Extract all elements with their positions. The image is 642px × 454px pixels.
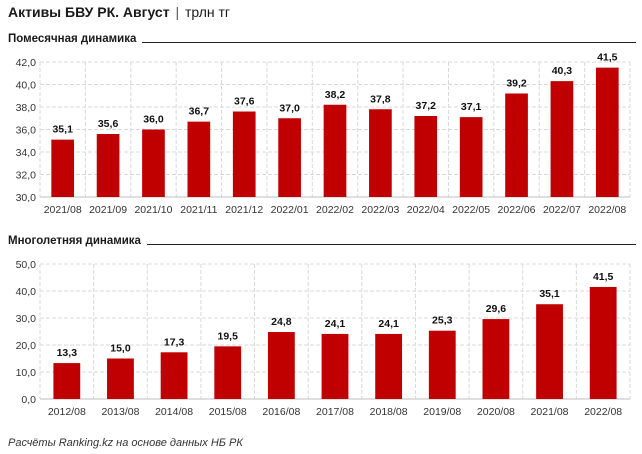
monthly-data-label: 37,1	[461, 101, 482, 113]
yearly-x-tick-label: 2012/08	[48, 406, 86, 418]
monthly-y-tick-label: 32,0	[16, 170, 37, 182]
yearly-bar	[53, 363, 81, 399]
monthly-x-tick-label: 2022/01	[271, 204, 309, 216]
monthly-data-label: 37,0	[279, 102, 300, 114]
monthly-bar	[278, 118, 301, 197]
monthly-data-label: 36,0	[143, 114, 164, 126]
monthly-x-tick-label: 2021/11	[180, 204, 217, 216]
monthly-x-tick-label: 2022/08	[588, 204, 626, 216]
monthly-data-label: 37,6	[234, 96, 255, 108]
monthly-x-tick-label: 2021/12	[225, 204, 263, 216]
yearly-y-tick-label: 40,0	[16, 286, 37, 298]
monthly-bar	[187, 121, 211, 197]
monthly-data-label: 37,8	[370, 93, 391, 105]
monthly-data-label: 35,1	[52, 124, 73, 136]
monthly-bar	[369, 109, 392, 197]
monthly-bar	[142, 129, 165, 197]
yearly-x-tick-label: 2016/08	[262, 406, 300, 418]
monthly-y-tick-label: 38,0	[16, 102, 37, 114]
monthly-bar	[459, 117, 483, 197]
monthly-bar	[595, 67, 619, 197]
monthly-x-tick-label: 2022/02	[316, 204, 354, 216]
monthly-x-tick-label: 2021/10	[134, 204, 172, 216]
yearly-data-label: 13,3	[57, 347, 78, 359]
monthly-x-tick-label: 2022/07	[543, 204, 581, 216]
yearly-x-tick-label: 2014/08	[155, 406, 193, 418]
monthly-y-tick-label: 30,0	[16, 192, 37, 204]
yearly-data-label: 19,5	[218, 330, 239, 342]
monthly-y-tick-label: 42,0	[16, 57, 37, 69]
yearly-x-tick-label: 2021/08	[531, 406, 569, 418]
monthly-y-tick-label: 40,0	[16, 80, 37, 92]
yearly-data-label: 29,6	[486, 303, 507, 315]
section-title-monthly: Помесячная динамика	[8, 33, 143, 45]
monthly-y-tick-label: 34,0	[16, 147, 37, 159]
chart-title-main: Активы БВУ РК. Август	[8, 4, 170, 20]
yearly-data-label: 15,0	[110, 343, 131, 355]
yearly-bar	[482, 319, 510, 399]
yearly-bar	[375, 333, 403, 399]
monthly-bar	[51, 139, 75, 197]
section-rule-yearly	[8, 244, 636, 245]
monthly-x-tick-label: 2022/04	[407, 204, 445, 216]
monthly-bar	[232, 111, 256, 197]
yearly-bar	[589, 286, 617, 399]
monthly-bar	[550, 81, 574, 197]
monthly-bar	[505, 93, 528, 197]
yearly-y-tick-label: 0,0	[21, 394, 36, 406]
monthly-y-tick-label: 36,0	[16, 125, 37, 137]
monthly-x-tick-label: 2022/06	[498, 204, 536, 216]
monthly-data-label: 41,5	[597, 52, 618, 64]
yearly-y-tick-label: 10,0	[16, 367, 37, 379]
section-title-yearly: Многолетняя динамика	[8, 235, 147, 247]
monthly-bar	[323, 104, 347, 197]
yearly-bar	[214, 346, 242, 399]
yearly-bar	[160, 352, 188, 399]
title-separator: |	[175, 4, 180, 20]
yearly-data-label: 25,3	[432, 315, 453, 327]
section-rule-monthly	[8, 42, 636, 43]
yearly-bar	[536, 304, 563, 399]
yearly-y-tick-label: 20,0	[16, 340, 37, 352]
yearly-x-tick-label: 2022/08	[584, 406, 622, 418]
yearly-bar	[428, 330, 456, 399]
yearly-data-label: 17,3	[164, 336, 185, 348]
yearly-bar	[267, 332, 295, 399]
yearly-y-tick-label: 50,0	[16, 259, 37, 271]
yearly-bar	[321, 333, 349, 399]
source-note: Расчёты Ranking.kz на основе данных НБ Р…	[8, 437, 243, 449]
chart-title: Активы БВУ РК. Август | трлн тг	[8, 4, 230, 20]
monthly-x-tick-label: 2022/03	[361, 204, 399, 216]
monthly-bar	[96, 134, 120, 197]
yearly-x-tick-label: 2020/08	[477, 406, 515, 418]
yearly-data-label: 41,5	[593, 271, 614, 283]
monthly-x-tick-label: 2021/08	[44, 204, 82, 216]
monthly-data-label: 37,2	[416, 100, 437, 112]
yearly-x-tick-label: 2019/08	[423, 406, 461, 418]
monthly-data-label: 39,2	[506, 78, 527, 90]
yearly-x-tick-label: 2017/08	[316, 406, 354, 418]
monthly-x-tick-label: 2021/09	[89, 204, 127, 216]
chart-title-unit: трлн тг	[184, 4, 231, 20]
yearly-data-label: 24,8	[271, 316, 292, 328]
monthly-bar	[414, 116, 438, 197]
yearly-bar	[107, 358, 134, 399]
yearly-data-label: 24,1	[378, 318, 399, 330]
yearly-x-tick-label: 2013/08	[101, 406, 139, 418]
monthly-data-label: 38,2	[325, 89, 346, 101]
monthly-data-label: 36,7	[189, 106, 210, 118]
yearly-x-tick-label: 2015/08	[209, 406, 247, 418]
yearly-data-label: 24,1	[325, 318, 346, 330]
monthly-x-tick-label: 2022/05	[452, 204, 490, 216]
monthly-data-label: 40,3	[552, 65, 573, 77]
yearly-y-tick-label: 30,0	[16, 313, 37, 325]
yearly-data-label: 35,1	[539, 288, 560, 300]
yearly-x-tick-label: 2018/08	[370, 406, 408, 418]
monthly-data-label: 35,6	[98, 118, 119, 130]
